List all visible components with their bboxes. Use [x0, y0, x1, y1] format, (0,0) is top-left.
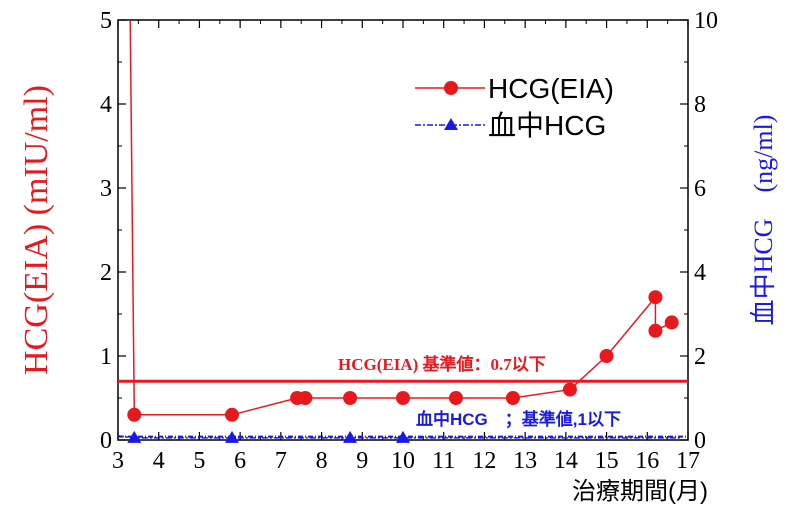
data-point-hcg-eia: [664, 315, 679, 330]
x-tick-label: 15: [595, 448, 619, 474]
legend-marker-hcg-eia: [444, 81, 458, 95]
x-tick-label: 14: [554, 448, 578, 474]
data-point-hcg-eia: [225, 407, 239, 422]
y-right-tick-label: 10: [694, 8, 718, 34]
y-left-tick-label: 0: [100, 428, 112, 454]
reference-label-hcg-eia: HCG(EIA) 基準値：0.7以下: [338, 354, 546, 374]
y-right-tick-label: 4: [694, 260, 706, 286]
reference-label-blood-hcg: 血中HCG ；基準値,1以下: [416, 409, 621, 429]
x-tick-label: 13: [513, 448, 537, 474]
x-tick-label: 8: [316, 448, 328, 474]
x-tick-label: 17: [676, 448, 700, 474]
data-point-hcg-eia: [298, 391, 313, 405]
data-point-hcg-eia: [505, 391, 520, 405]
data-point-hcg-eia: [127, 407, 142, 422]
x-tick-label: 3: [112, 448, 124, 474]
data-point-blood-hcg: [127, 430, 142, 443]
y-right-tick-label: 0: [694, 428, 706, 454]
legend-marker-blood-hcg: [444, 118, 458, 130]
data-point-hcg-eia: [648, 290, 663, 305]
x-tick-label: 7: [275, 448, 287, 474]
data-point-blood-hcg: [343, 430, 358, 443]
y-axis-right-title: 血中HCG (ng/ml): [749, 115, 778, 326]
x-tick-label: 6: [234, 448, 246, 474]
x-axis-title: 治療期間(月): [572, 478, 708, 505]
data-point-blood-hcg: [225, 430, 239, 443]
y-right-tick-label: 6: [694, 176, 706, 202]
y-left-tick-label: 3: [100, 176, 112, 202]
y-right-tick-label: 2: [694, 344, 706, 370]
data-point-hcg-eia: [448, 391, 463, 405]
data-point-hcg-eia: [343, 391, 358, 405]
x-tick-label: 10: [391, 448, 415, 474]
y-axis-left-title: HCG(EIA) (mIU/ml): [18, 85, 55, 375]
x-tick-label: 12: [472, 448, 496, 474]
y-left-tick-label: 1: [100, 344, 112, 370]
legend: HCG(EIA) 血中HCG: [415, 73, 614, 141]
x-tick-label: 11: [432, 448, 455, 474]
x-tick-label: 5: [193, 448, 205, 474]
x-tick-label: 4: [153, 448, 165, 474]
y-right-tick-label: 8: [694, 92, 706, 118]
x-tick-label: 9: [356, 448, 368, 474]
legend-label-hcg-eia: HCG(EIA): [488, 73, 614, 104]
series-line-0: [129, 19, 673, 416]
y-left-tick-label: 4: [100, 92, 112, 118]
y-left-tick-label: 5: [100, 8, 112, 34]
legend-label-blood-hcg: 血中HCG: [488, 110, 606, 141]
data-point-hcg-eia: [396, 391, 410, 405]
data-point-hcg-eia: [562, 382, 577, 397]
data-point-blood-hcg: [396, 430, 410, 443]
y-left-tick-label: 2: [100, 260, 112, 286]
data-point-hcg-eia: [648, 323, 663, 338]
data-point-hcg-eia: [599, 349, 614, 363]
x-tick-label: 16: [635, 448, 659, 474]
